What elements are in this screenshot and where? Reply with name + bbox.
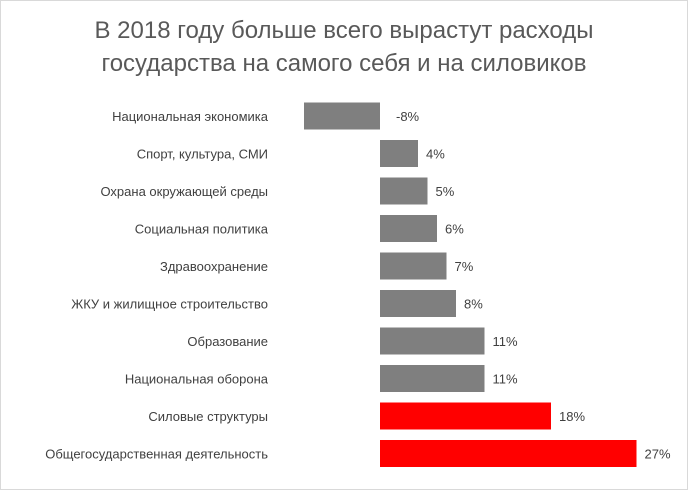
value-label-2: 4% — [426, 147, 445, 162]
category-label-6: ЖКУ и жилищное строительство — [71, 297, 268, 312]
bar-10 — [380, 440, 637, 467]
value-label-7: 11% — [493, 334, 518, 349]
bar-2 — [380, 140, 418, 167]
category-label-1: Национальная экономика — [112, 109, 269, 124]
bar-3 — [380, 177, 428, 205]
category-label-8: Национальная оборона — [125, 372, 269, 387]
value-label-10: 27% — [645, 447, 671, 462]
bar-4 — [380, 215, 437, 242]
bar-8 — [380, 365, 485, 392]
category-label-4: Социальная политика — [135, 222, 269, 237]
bar-1 — [304, 102, 380, 130]
value-label-3: 5% — [436, 184, 455, 199]
bar-7 — [380, 327, 485, 355]
value-label-8: 11% — [493, 372, 518, 387]
value-label-5: 7% — [455, 259, 474, 274]
category-label-3: Охрана окружающей среды — [100, 184, 268, 199]
chart-title: В 2018 году больше всего вырастут расход… — [0, 14, 688, 80]
bar-9 — [380, 402, 551, 430]
category-label-9: Силовые структуры — [148, 409, 268, 424]
value-label-4: 6% — [445, 222, 464, 237]
category-label-2: Спорт, культура, СМИ — [137, 147, 268, 162]
category-label-5: Здравоохранение — [160, 259, 268, 274]
category-label-10: Общегосударственная деятельность — [45, 447, 268, 462]
value-label-6: 8% — [464, 297, 483, 312]
category-label-7: Образование — [187, 334, 268, 349]
value-label-9: 18% — [559, 409, 585, 424]
chart-title-line-1: В 2018 году больше всего вырастут расход… — [94, 17, 594, 44]
value-label-1: -8% — [396, 109, 420, 124]
chart-title-line-2: государства на самого себя и на силовико… — [101, 50, 587, 77]
bar-6 — [380, 290, 456, 317]
bar-5 — [380, 252, 447, 280]
